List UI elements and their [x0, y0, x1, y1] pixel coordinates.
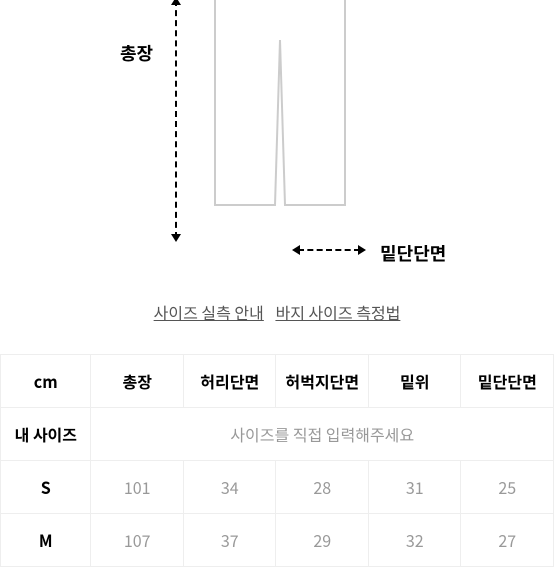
table-row: S 101 34 28 31 25 — [1, 461, 554, 514]
arrow-up-icon — [171, 0, 181, 5]
size-value: 25 — [461, 461, 554, 514]
my-size-row[interactable]: 내 사이즈 사이즈를 직접 입력해주세요 — [1, 408, 554, 461]
size-value: 27 — [461, 514, 554, 567]
hem-dimension-line — [298, 249, 360, 251]
size-value: 32 — [368, 514, 461, 567]
size-label: M — [1, 514, 91, 567]
size-value: 28 — [276, 461, 369, 514]
size-value: 29 — [276, 514, 369, 567]
arrow-right-icon — [358, 245, 366, 255]
my-size-label: 내 사이즈 — [1, 408, 91, 461]
table-row: M 107 37 29 32 27 — [1, 514, 554, 567]
col-header: 총장 — [91, 355, 184, 408]
arrow-left-icon — [292, 245, 300, 255]
size-value: 107 — [91, 514, 184, 567]
size-table: cm 총장 허리단면 허벅지단면 밑위 밑단단면 내 사이즈 사이즈를 직접 입… — [0, 354, 554, 567]
my-size-placeholder[interactable]: 사이즈를 직접 입력해주세요 — [91, 408, 554, 461]
size-label: S — [1, 461, 91, 514]
table-header-row: cm 총장 허리단면 허벅지단면 밑위 밑단단면 — [1, 355, 554, 408]
length-label: 총장 — [120, 40, 153, 66]
size-value: 34 — [183, 461, 276, 514]
size-value: 37 — [183, 514, 276, 567]
pants-outline — [190, 0, 370, 250]
measure-method-link[interactable]: 바지 사이즈 측정법 — [271, 300, 404, 324]
help-links: 사이즈 실측 안내 바지 사이즈 측정법 — [0, 300, 554, 324]
size-value: 31 — [368, 461, 461, 514]
unit-header: cm — [1, 355, 91, 408]
size-value: 101 — [91, 461, 184, 514]
col-header: 밑단단면 — [461, 355, 554, 408]
length-dimension-line — [175, 0, 177, 238]
col-header: 허리단면 — [183, 355, 276, 408]
size-guide-link[interactable]: 사이즈 실측 안내 — [150, 300, 268, 324]
hem-label: 밑단단면 — [380, 240, 446, 266]
col-header: 밑위 — [368, 355, 461, 408]
arrow-down-icon — [171, 234, 181, 242]
pants-diagram: 총장 밑단단면 — [0, 0, 554, 280]
col-header: 허벅지단면 — [276, 355, 369, 408]
